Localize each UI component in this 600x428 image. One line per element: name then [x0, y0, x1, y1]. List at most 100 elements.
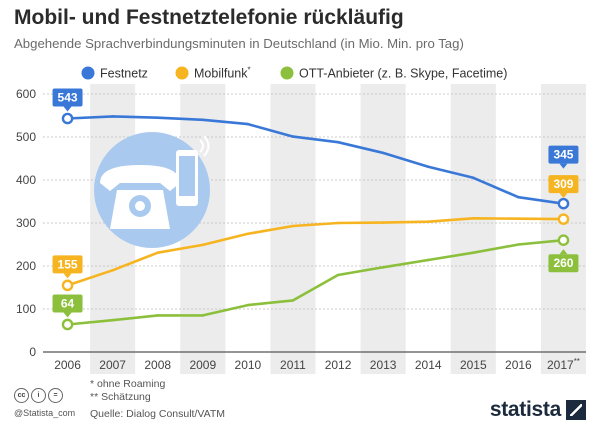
series-1-point — [336, 221, 340, 225]
legend-swatch-2 — [280, 66, 294, 80]
series-2-point — [517, 243, 520, 246]
start-label-2: 64 — [52, 294, 83, 318]
x-tick-label: 2014 — [415, 358, 442, 372]
x-tick-label: 2009 — [189, 358, 216, 372]
start-label-1-pointer — [63, 273, 72, 279]
series-1-endpoint — [557, 213, 570, 225]
start-label-2-box — [52, 294, 83, 313]
series-0-point — [517, 195, 520, 199]
series-1-point — [111, 269, 114, 272]
series-lines — [67, 115, 564, 326]
series-2-point — [291, 299, 295, 302]
source-note: Quelle: Dialog Consult/VATM — [90, 408, 225, 420]
end-label-2-text: 260 — [553, 256, 573, 270]
no-derivatives-icon: = — [48, 388, 63, 403]
series-1-point — [381, 221, 385, 224]
statista-wordmark: statista — [489, 398, 561, 421]
x-tick-suffix: ** — [574, 357, 580, 366]
series-2-point — [471, 251, 475, 254]
x-tick-label: 2012 — [325, 358, 352, 372]
attribution-icon: i — [31, 388, 46, 403]
smartphone-icon — [176, 135, 210, 206]
band-2017 — [540, 84, 586, 374]
series-2-point — [381, 265, 385, 269]
legend-swatch-1 — [175, 66, 189, 80]
footnote-roaming: * ohne Roaming — [90, 378, 166, 390]
end-label-1-box — [548, 175, 579, 194]
end-label-0-box — [548, 145, 579, 164]
series-line-1 — [67, 217, 564, 287]
footnotes: * ohne Roaming ** Schätzung — [90, 378, 165, 404]
legend-label-0: Festnetz — [100, 67, 148, 81]
y-tick-label: 600 — [16, 87, 36, 101]
series-2-point — [156, 314, 160, 317]
series-line-0 — [67, 115, 564, 205]
end-label-2-pointer — [559, 249, 568, 255]
start-label-2-pointer — [63, 312, 72, 318]
series-2-endpoint — [61, 318, 74, 331]
series-1-point — [517, 217, 520, 220]
x-tick-label: 2017** — [547, 357, 580, 372]
series-2-point — [111, 318, 114, 322]
start-label-0: 543 — [52, 88, 83, 112]
series-1-point — [156, 251, 160, 254]
series-line-2 — [67, 238, 564, 326]
gridlines — [43, 93, 586, 353]
start-label-0-box — [52, 88, 83, 107]
series-1-point — [471, 216, 475, 220]
data-labels: 543 155 64 345 309 260 — [52, 88, 579, 318]
start-label-0-pointer — [63, 106, 72, 112]
x-tick-label: 2016 — [505, 358, 532, 372]
series-2-point — [336, 273, 340, 277]
x-tick-label: 2011 — [280, 358, 306, 372]
series-0-endpoint — [557, 197, 570, 210]
legend-swatch-0 — [81, 66, 95, 80]
series-2-point — [426, 258, 430, 262]
x-tick-label: 2010 — [235, 358, 262, 372]
series-2-endpoint — [557, 234, 570, 246]
statista-logo-icon — [566, 400, 586, 420]
start-label-1-box — [52, 255, 83, 274]
x-tick-label: 2008 — [144, 358, 171, 372]
footnote-estimate: ** Schätzung — [90, 391, 151, 403]
series-0-endpoint — [61, 112, 74, 125]
end-label-1-pointer — [559, 193, 568, 199]
cc-icon: cc — [14, 388, 29, 403]
y-tick-label: 200 — [16, 259, 36, 273]
end-label-0-pointer — [559, 163, 568, 169]
series-1-point — [246, 232, 250, 236]
y-tick-label: 400 — [16, 173, 36, 187]
statista-handle: @Statista_com — [14, 408, 76, 418]
background-bands — [90, 84, 586, 374]
series-0-point — [246, 122, 250, 126]
x-tick-label: 2007 — [99, 358, 126, 372]
series-1-endpoint — [61, 279, 74, 292]
y-tick-label: 300 — [16, 216, 36, 230]
end-label-0-text: 345 — [553, 148, 573, 162]
legend: Festnetz Mobilfunk* OTT-Anbieter (z. B. Sk… — [81, 66, 507, 81]
series-0-point — [291, 135, 295, 138]
series-1-point — [201, 243, 205, 247]
telephone-icon — [100, 165, 180, 229]
end-label-2: 260 — [548, 249, 579, 273]
series-1-point — [291, 224, 295, 228]
chart-subtitle: Abgehende Sprachverbindungsminuten in De… — [14, 36, 464, 51]
y-tick-label: 0 — [29, 345, 36, 359]
x-axis-ticks: 2006 2007 2008 2009 2010 2011 2012 2013 2014 2015… — [54, 357, 580, 372]
end-label-1: 309 — [548, 175, 579, 199]
band-2015 — [450, 84, 496, 374]
start-label-2-text: 64 — [61, 296, 75, 310]
cc-license-icons: cc i = — [14, 388, 63, 403]
series-0-point — [156, 116, 160, 119]
end-label-0: 345 — [548, 145, 579, 169]
series-0-point — [201, 118, 205, 122]
start-label-0-text: 543 — [58, 91, 78, 105]
start-label-1-text: 155 — [58, 257, 78, 271]
x-tick-label: 2015 — [460, 358, 487, 372]
series-2-point — [246, 303, 250, 307]
end-label-1-text: 309 — [553, 177, 573, 191]
y-tick-label: 100 — [16, 302, 36, 316]
series-0-point — [111, 115, 114, 118]
statista-brand[interactable]: statista — [490, 398, 586, 422]
